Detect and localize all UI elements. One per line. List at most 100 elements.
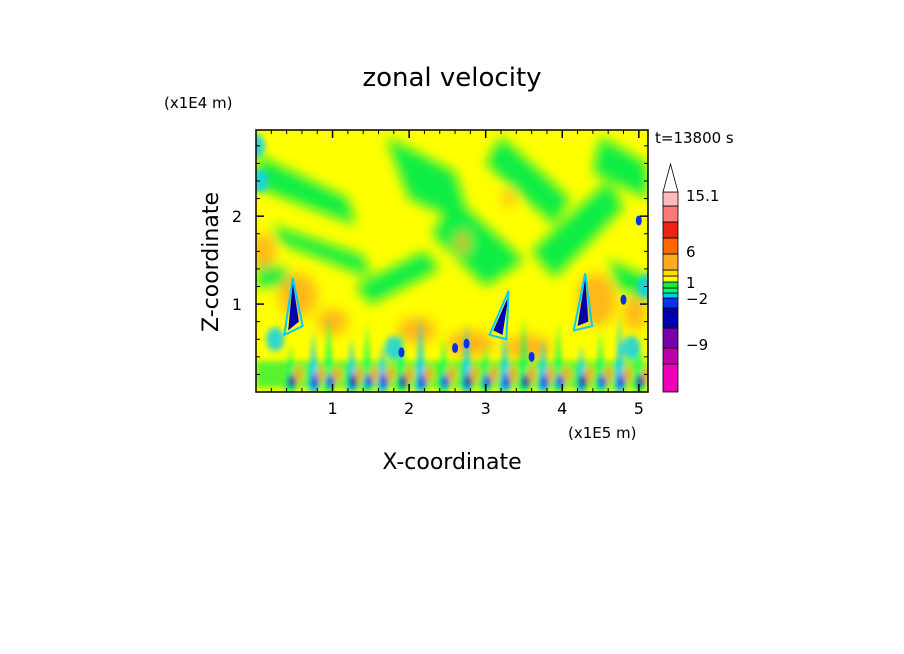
field-cyan-patch bbox=[384, 336, 403, 361]
y-axis-label: Z-coordinate bbox=[199, 192, 224, 332]
field-smooth-layer bbox=[256, 137, 648, 362]
field-green-band bbox=[355, 251, 440, 305]
colorbar-swatch bbox=[662, 253, 679, 271]
field-small-eddy bbox=[398, 347, 405, 358]
chart-title: zonal velocity bbox=[362, 63, 541, 93]
field-warm-blob bbox=[504, 334, 551, 362]
field-green-band bbox=[271, 224, 371, 278]
x-tick-label: 5 bbox=[634, 399, 644, 418]
x-unit-label: (x1E5 m) bbox=[568, 424, 637, 442]
contour-field bbox=[256, 130, 648, 392]
field-cold-streak bbox=[288, 282, 299, 331]
colorbar-swatch bbox=[662, 281, 679, 289]
field-cyan-patch bbox=[622, 336, 641, 361]
colorbar-swatch bbox=[662, 269, 679, 277]
field-cold-streak-edge bbox=[283, 277, 304, 337]
x-tick-label: 3 bbox=[481, 399, 491, 418]
field-small-eddy bbox=[463, 338, 470, 349]
field-cold-streak-edge bbox=[572, 273, 594, 332]
field-green-band bbox=[432, 198, 524, 287]
field-warm-cell bbox=[354, 366, 365, 383]
x-tick-label: 2 bbox=[404, 399, 414, 418]
field-green-band bbox=[531, 180, 624, 278]
field-spike bbox=[416, 315, 426, 392]
colorbar-label: 15.1 bbox=[686, 187, 719, 205]
field-warm-cell bbox=[331, 366, 342, 383]
colorbar-swatch bbox=[662, 363, 679, 393]
colorbar-swatch bbox=[662, 275, 679, 283]
y-tick-label: 2 bbox=[232, 207, 242, 226]
colorbar-swatch bbox=[662, 347, 679, 365]
field-cyan-patch bbox=[266, 327, 285, 352]
field-cyan-patch bbox=[637, 274, 648, 299]
y-unit-label: (x1E4 m) bbox=[164, 94, 233, 112]
field-warm-cell bbox=[316, 366, 327, 383]
field-warm-blob bbox=[256, 233, 276, 269]
field-small-eddy bbox=[452, 343, 459, 354]
colorbar-swatch bbox=[662, 307, 679, 329]
field-warm-blob bbox=[317, 308, 348, 335]
colorbar: 15.1 6 1−2 −9 bbox=[662, 162, 719, 393]
field-cyan-patch bbox=[256, 133, 265, 158]
field-warm-blob bbox=[623, 295, 647, 331]
field-small-eddy bbox=[620, 294, 627, 305]
colorbar-swatch bbox=[662, 297, 679, 309]
field-warm-blob bbox=[456, 231, 469, 254]
x-axis-ticks: 1 2 3 4 5 bbox=[270, 130, 644, 418]
x-tick-label: 4 bbox=[557, 399, 567, 418]
colorbar-label: 6 bbox=[686, 243, 696, 261]
field-warm-cell bbox=[469, 366, 480, 383]
field-warm-cell bbox=[507, 366, 518, 383]
colorbar-swatch bbox=[662, 191, 679, 207]
field-small-eddy bbox=[635, 215, 642, 226]
field-spike bbox=[519, 315, 529, 392]
field-cold-streak bbox=[577, 277, 589, 327]
field-warm-cell bbox=[423, 366, 434, 383]
x-tick-label: 1 bbox=[327, 399, 337, 418]
field-small-eddy bbox=[528, 351, 535, 362]
colorbar-swatch bbox=[662, 292, 679, 299]
colorbar-swatch bbox=[662, 221, 679, 239]
field-warm-cell bbox=[622, 366, 633, 383]
field-lower-layer bbox=[256, 133, 648, 392]
field-warm-blob bbox=[447, 330, 494, 357]
colorbar-swatch bbox=[662, 237, 679, 255]
field-warm-cell bbox=[384, 366, 395, 383]
field-spike bbox=[324, 315, 334, 392]
field-cold-streak-edge bbox=[488, 290, 510, 341]
y-axis-ticks: 12 bbox=[232, 145, 648, 375]
field-warm-cell bbox=[526, 366, 537, 383]
colorbar-label: −9 bbox=[686, 336, 708, 354]
field-green-band bbox=[256, 154, 356, 225]
field-warm-cell bbox=[584, 366, 595, 383]
colorbar-swatch bbox=[662, 287, 679, 294]
colorbar-extension bbox=[662, 162, 679, 193]
field-green-band bbox=[485, 137, 570, 225]
field-warm-blob bbox=[397, 317, 436, 344]
colorbar-label: −2 bbox=[686, 290, 708, 308]
field-warm-cell bbox=[369, 366, 380, 383]
field-spike bbox=[615, 315, 625, 392]
field-warm-blob bbox=[278, 273, 318, 318]
colorbar-swatch bbox=[662, 327, 679, 349]
field-green-band bbox=[386, 137, 471, 225]
field-warm-cell bbox=[545, 366, 556, 383]
field-warm-cell bbox=[404, 366, 415, 383]
field-warm-cell bbox=[446, 366, 457, 383]
field-cold-streak bbox=[493, 295, 509, 335]
field-warm-cell bbox=[561, 366, 572, 383]
colorbar-label: 1 bbox=[686, 274, 696, 292]
plot-frame bbox=[255, 129, 649, 393]
field-green-band bbox=[592, 137, 648, 199]
field-warm-cell bbox=[488, 366, 499, 383]
field-warm-cell bbox=[293, 366, 304, 383]
y-tick-label: 1 bbox=[232, 295, 242, 314]
x-axis-label: X-coordinate bbox=[382, 450, 521, 475]
field-cyan-patch bbox=[256, 168, 269, 193]
colorbar-swatch bbox=[662, 205, 679, 223]
field-warm-blob bbox=[502, 189, 515, 208]
time-label: t=13800 s bbox=[655, 129, 734, 147]
field-green-band bbox=[608, 260, 648, 305]
field-warm-cell bbox=[603, 366, 614, 383]
